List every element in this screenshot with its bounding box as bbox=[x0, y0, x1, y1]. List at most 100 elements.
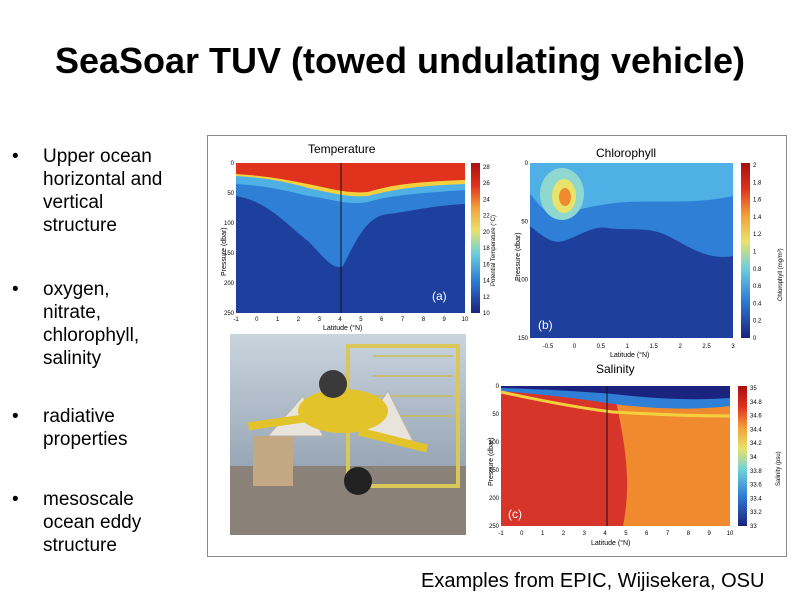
bullet-dot: • bbox=[12, 146, 19, 167]
salinity-xtick-label: -1 bbox=[498, 531, 504, 537]
salinity-title: Salinity bbox=[596, 362, 635, 376]
temperature-ytick-label: 0 bbox=[231, 161, 235, 167]
salinity-ytick-label: 250 bbox=[489, 524, 500, 530]
salinity-ctick-label: 34.4 bbox=[750, 427, 762, 433]
temperature-xlabel: Latitude (°N) bbox=[323, 324, 362, 332]
chlorophyll-xtick-label: 0 bbox=[573, 344, 577, 350]
temperature-ytick-label: 50 bbox=[227, 191, 234, 197]
chlorophyll-ctick-label: 0.2 bbox=[753, 319, 762, 325]
chlorophyll-ctick-label: 0.8 bbox=[753, 267, 762, 273]
salinity-xtick-label: 5 bbox=[624, 531, 628, 537]
photo-vehicle-wing bbox=[247, 409, 339, 431]
bullet-text: Upper ocean horizontal and vertical stru… bbox=[43, 146, 163, 236]
chlorophyll-ctick-label: 1.8 bbox=[753, 180, 762, 186]
chlorophyll-section: Chlorophyll (b) Pressure (dbar) Latitude… bbox=[515, 146, 784, 359]
temperature-section: Temperature (a) Pressure (dbar) Latitude… bbox=[221, 142, 497, 332]
chlorophyll-ytick-label: 0 bbox=[525, 161, 529, 167]
salinity-xtick-label: 2 bbox=[562, 531, 566, 537]
temperature-title: Temperature bbox=[308, 142, 376, 156]
salinity-yticks: 0 50 100 150 200 250 bbox=[489, 384, 500, 530]
bullet-text: oxygen, nitrate, chlorophyll, salinity bbox=[43, 279, 140, 369]
temperature-xtick-label: 0 bbox=[255, 317, 259, 323]
temperature-ylabel: Pressure (dbar) bbox=[221, 227, 228, 276]
temperature-ctick-label: 12 bbox=[483, 295, 490, 301]
salinity-ylabel: Pressure (dbar) bbox=[488, 437, 495, 486]
temperature-xtick-label: 6 bbox=[380, 317, 384, 323]
salinity-xtick-label: 10 bbox=[727, 531, 734, 537]
bullet-dot: • bbox=[12, 406, 19, 427]
temperature-xtick-label: 9 bbox=[443, 317, 447, 323]
temperature-ctick-label: 26 bbox=[483, 181, 490, 187]
salinity-xtick-label: 4 bbox=[603, 531, 607, 537]
chlorophyll-ylabel: Pressure (dbar) bbox=[515, 232, 522, 281]
photo-vehicle-body bbox=[298, 389, 388, 433]
seasoar-vehicle-photo bbox=[230, 334, 466, 535]
temperature-yticks: 0 50 100 150 200 250 bbox=[224, 161, 235, 317]
temperature-xtick-label: 2 bbox=[297, 317, 301, 323]
temperature-ytick-label: 250 bbox=[224, 311, 235, 317]
bullet-dot: • bbox=[12, 489, 19, 510]
salinity-xtick-label: 8 bbox=[687, 531, 691, 537]
chlorophyll-xtick-label: 1.5 bbox=[650, 344, 659, 350]
temperature-ctick-label: 24 bbox=[483, 197, 490, 203]
chlorophyll-colorbar bbox=[741, 163, 750, 338]
salinity-ctick-label: 33.8 bbox=[750, 469, 762, 475]
salinity-ctick-label: 33.2 bbox=[750, 510, 762, 516]
temperature-xticks: -1 0 1 2 3 4 5 6 7 8 9 10 bbox=[233, 317, 469, 323]
temperature-xtick-label: -1 bbox=[233, 317, 239, 323]
salinity-cticks: 35 34.8 34.6 34.4 34.2 34 33.8 33.6 33.4 33.2 33 bbox=[750, 386, 762, 530]
temperature-ctick-label: 16 bbox=[483, 262, 490, 268]
salinity-xtick-label: 9 bbox=[708, 531, 712, 537]
chlorophyll-ctick-label: 0.4 bbox=[753, 301, 762, 307]
chlorophyll-max-patch bbox=[559, 188, 571, 206]
salinity-cbar-label: Salinity (psu) bbox=[776, 451, 782, 486]
photo-vehicle-tail bbox=[358, 427, 428, 453]
salinity-section: Salinity (c) Pressure (dbar) Latitude (°… bbox=[488, 362, 782, 547]
temperature-xtick-label: 5 bbox=[359, 317, 363, 323]
temperature-ytick-label: 150 bbox=[224, 251, 235, 257]
chlorophyll-cticks: 2 1.8 1.6 1.4 1.2 1 0.8 0.6 0.4 0.2 0 bbox=[753, 163, 762, 342]
temperature-cticks: 28 26 24 22 20 18 16 14 12 10 bbox=[483, 165, 490, 317]
temperature-ctick-label: 20 bbox=[483, 230, 490, 236]
photo-vehicle-motor bbox=[344, 467, 372, 495]
source-caption: Examples from EPIC, Wijisekera, OSU bbox=[421, 570, 765, 592]
salinity-surface-min bbox=[501, 386, 730, 400]
temperature-xtick-label: 3 bbox=[318, 317, 322, 323]
salinity-ytick-label: 150 bbox=[489, 468, 500, 474]
temperature-ctick-label: 28 bbox=[483, 165, 490, 171]
salinity-ytick-label: 0 bbox=[496, 384, 500, 390]
salinity-xtick-label: 7 bbox=[666, 531, 670, 537]
salinity-xtick-label: 0 bbox=[520, 531, 524, 537]
chlorophyll-panel-letter: (b) bbox=[538, 318, 553, 332]
salinity-ctick-label: 33.4 bbox=[750, 496, 762, 502]
temperature-xtick-label: 4 bbox=[338, 317, 342, 323]
salinity-ctick-label: 34 bbox=[750, 455, 757, 461]
salinity-ytick-label: 200 bbox=[489, 496, 500, 502]
chlorophyll-xtick-label: -0.5 bbox=[543, 344, 554, 350]
chlorophyll-xtick-label: 1 bbox=[626, 344, 630, 350]
figure-canvas: Temperature (a) Pressure (dbar) Latitude… bbox=[221, 142, 784, 547]
photo-vehicle-sensor bbox=[319, 370, 347, 398]
temperature-panel-letter: (a) bbox=[432, 289, 447, 303]
temperature-ctick-label: 10 bbox=[483, 311, 490, 317]
temperature-ctick-label: 18 bbox=[483, 246, 490, 252]
salinity-ctick-label: 35 bbox=[750, 386, 757, 392]
temperature-xtick-label: 7 bbox=[401, 317, 405, 323]
temperature-ctick-label: 22 bbox=[483, 214, 490, 220]
chlorophyll-ctick-label: 1.2 bbox=[753, 232, 762, 238]
salinity-ctick-label: 34.2 bbox=[750, 441, 762, 447]
chlorophyll-ctick-label: 2 bbox=[753, 163, 757, 169]
chlorophyll-ytick-label: 100 bbox=[518, 278, 529, 284]
salinity-fresher-region bbox=[613, 386, 730, 526]
bullet-text: mesoscale ocean eddy structure bbox=[43, 489, 142, 556]
chlorophyll-yticks: 0 50 100 150 bbox=[518, 161, 529, 342]
photo-crate bbox=[253, 436, 293, 486]
salinity-xtick-label: 1 bbox=[541, 531, 545, 537]
chlorophyll-xticks: -0.5 0 0.5 1 1.5 2 2.5 3 bbox=[543, 344, 736, 350]
salinity-xlabel: Latitude (°N) bbox=[591, 539, 630, 547]
chlorophyll-ytick-label: 150 bbox=[518, 336, 529, 342]
chlorophyll-ctick-label: 1.6 bbox=[753, 198, 762, 204]
bullet-dot: • bbox=[12, 279, 19, 300]
temperature-ctick-label: 14 bbox=[483, 279, 490, 285]
salinity-colorbar bbox=[738, 386, 747, 526]
